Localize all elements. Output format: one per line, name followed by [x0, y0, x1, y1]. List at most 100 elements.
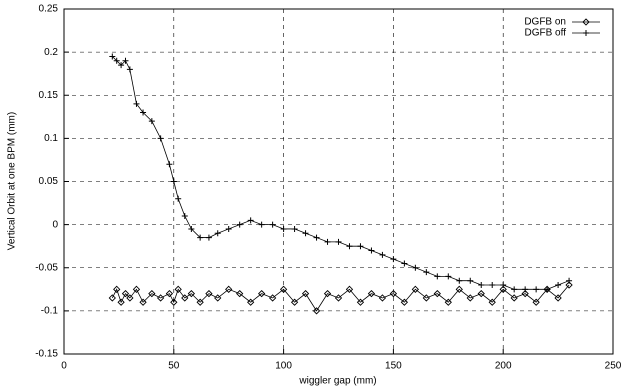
point	[170, 298, 178, 306]
point	[313, 234, 320, 241]
point	[126, 66, 133, 73]
point	[174, 285, 182, 293]
point	[357, 243, 364, 250]
point	[181, 213, 188, 219]
point	[477, 289, 485, 298]
point	[455, 285, 463, 293]
y-tick-label: -0.1	[41, 306, 59, 317]
point	[139, 298, 147, 306]
point	[324, 238, 331, 245]
point	[411, 285, 419, 293]
point	[423, 269, 430, 276]
point	[117, 298, 125, 306]
point	[247, 298, 255, 306]
point	[433, 289, 441, 298]
point	[148, 289, 156, 298]
point	[133, 100, 140, 107]
point	[225, 285, 233, 293]
point	[412, 264, 419, 271]
legend-label: DGFB off	[525, 28, 567, 39]
point	[197, 234, 204, 241]
point	[126, 294, 134, 302]
point	[323, 289, 332, 298]
point	[121, 289, 130, 298]
point	[467, 277, 474, 284]
point	[434, 273, 441, 280]
point	[156, 294, 165, 302]
point	[205, 289, 213, 298]
point	[478, 282, 485, 288]
point	[268, 294, 277, 302]
point	[118, 62, 125, 69]
point	[378, 294, 387, 302]
point	[500, 282, 507, 288]
point	[335, 238, 342, 245]
x-tick-label: 200	[495, 361, 512, 372]
point	[368, 247, 375, 254]
legend-marker	[583, 30, 589, 36]
point	[466, 294, 474, 302]
point	[400, 298, 409, 306]
point	[367, 289, 376, 298]
y-tick-label: -0.05	[35, 262, 58, 273]
point	[247, 217, 254, 224]
point	[510, 294, 518, 302]
point	[140, 109, 147, 116]
point	[214, 230, 221, 237]
y-tick-label: -0.15	[35, 349, 58, 360]
point	[533, 286, 540, 293]
y-tick-label: 0.15	[39, 90, 59, 101]
point	[175, 195, 182, 202]
point	[196, 298, 204, 306]
point	[181, 294, 189, 302]
point	[565, 281, 573, 289]
y-tick-label: 0.25	[39, 4, 59, 15]
point	[291, 225, 298, 232]
point	[302, 230, 309, 237]
point	[532, 298, 540, 306]
point	[113, 57, 120, 64]
series-line	[112, 56, 570, 290]
y-tick-label: 0	[52, 219, 58, 230]
point	[345, 285, 354, 293]
point	[290, 298, 299, 306]
point	[225, 225, 232, 232]
point	[554, 294, 562, 302]
point	[170, 178, 177, 185]
point	[334, 294, 343, 302]
point	[389, 289, 398, 298]
legend-marker	[582, 18, 590, 26]
x-tick-label: 250	[605, 361, 622, 372]
point	[166, 161, 173, 168]
y-tick-label: 0.2	[44, 47, 58, 58]
point	[521, 289, 529, 298]
point	[489, 282, 496, 288]
point	[188, 225, 195, 232]
x-tick-label: 100	[275, 361, 292, 372]
point	[555, 282, 562, 288]
point	[390, 256, 397, 263]
y-axis-label: Vertical Orbit at one BPM (mm)	[7, 112, 18, 250]
x-tick-label: 150	[385, 361, 402, 372]
point	[422, 294, 430, 302]
point	[301, 289, 310, 298]
point	[499, 285, 507, 293]
point	[279, 285, 288, 293]
point	[165, 289, 174, 298]
point	[109, 53, 116, 60]
point	[356, 298, 365, 306]
x-tick-label: 0	[61, 361, 67, 372]
point	[108, 294, 116, 302]
point	[488, 298, 496, 306]
point	[511, 286, 518, 293]
point	[379, 251, 386, 258]
point	[312, 307, 321, 315]
point	[236, 289, 244, 298]
point	[444, 298, 452, 306]
point	[214, 294, 222, 302]
legend-label: DGFB on	[524, 17, 566, 28]
point	[269, 221, 276, 228]
point	[456, 277, 463, 284]
point	[445, 273, 452, 280]
